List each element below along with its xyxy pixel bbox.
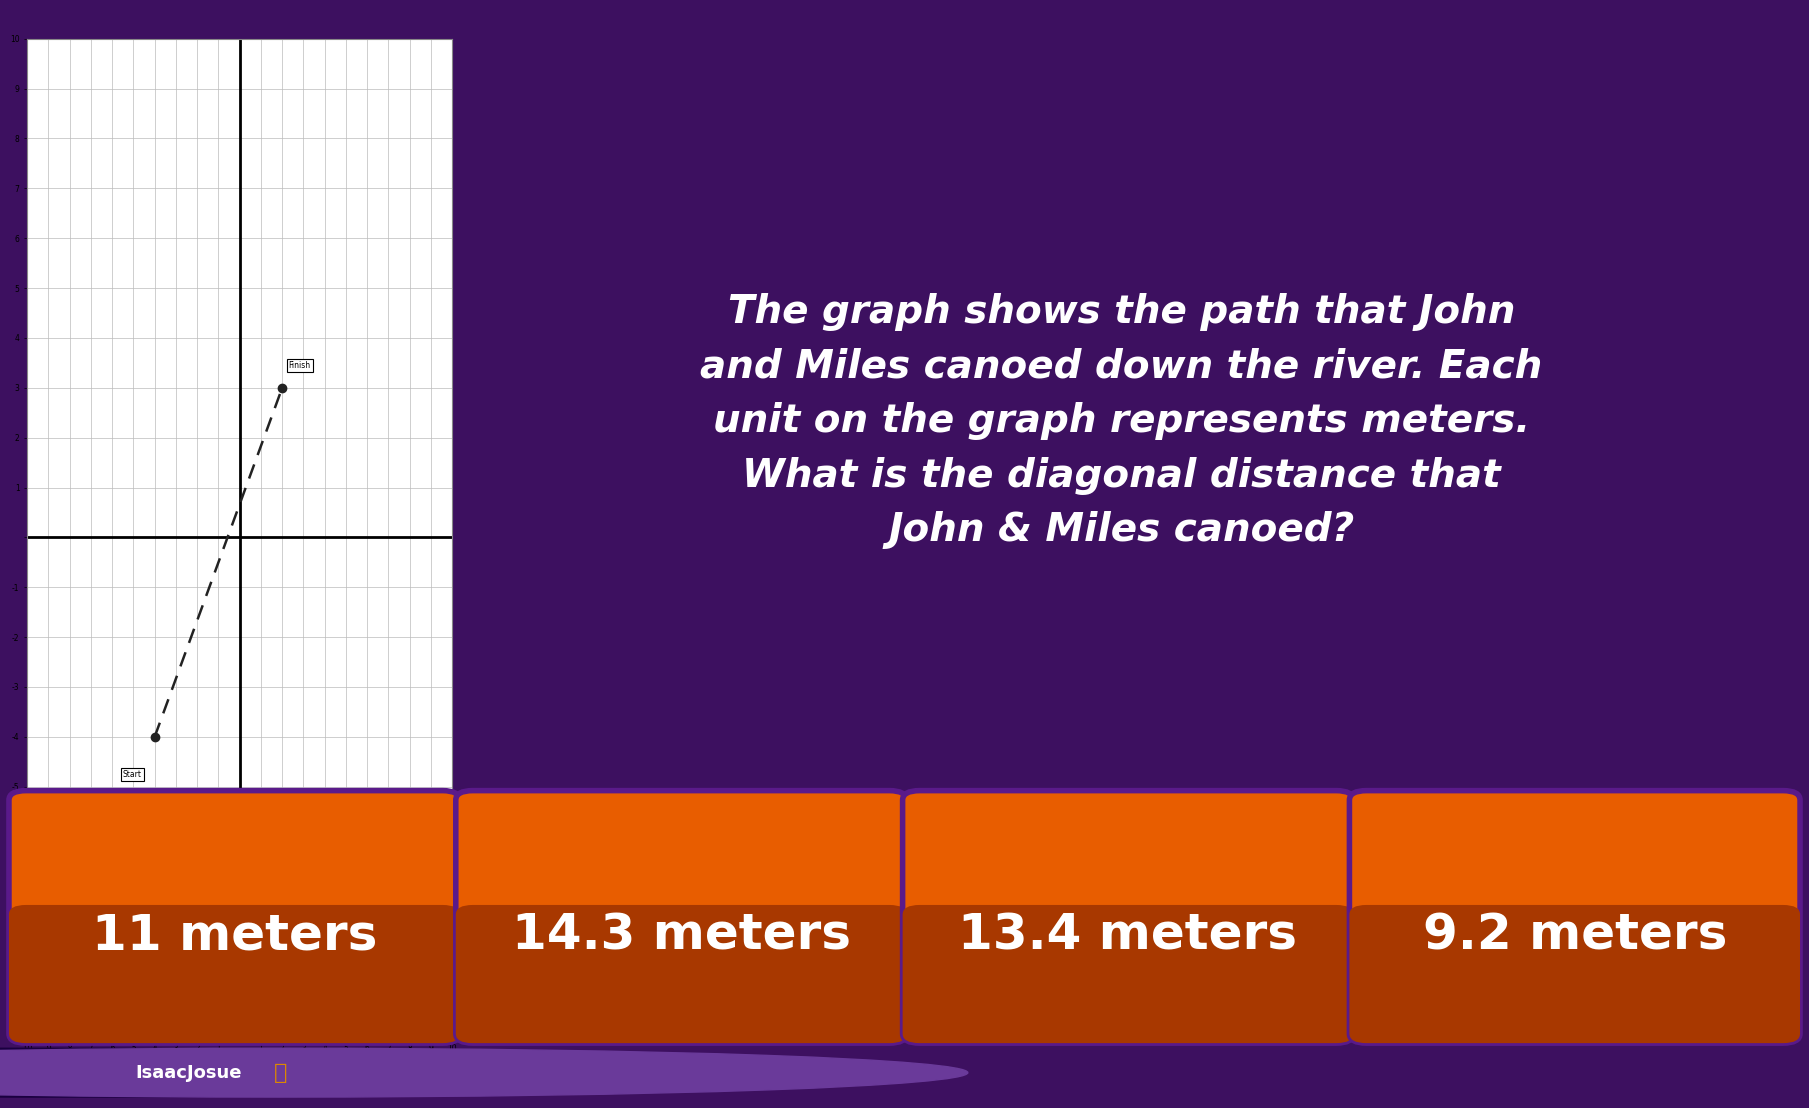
Text: ✋: ✋: [273, 1063, 288, 1083]
FancyBboxPatch shape: [1350, 791, 1800, 1043]
FancyBboxPatch shape: [903, 791, 1353, 1043]
Text: 14.3 meters: 14.3 meters: [512, 912, 850, 960]
FancyBboxPatch shape: [9, 905, 459, 1043]
FancyBboxPatch shape: [456, 905, 906, 1043]
Circle shape: [0, 1048, 968, 1097]
FancyBboxPatch shape: [1350, 905, 1800, 1043]
Text: 11 meters: 11 meters: [92, 912, 376, 960]
FancyBboxPatch shape: [456, 791, 906, 1043]
Text: Start: Start: [123, 770, 141, 779]
Text: 9.2 meters: 9.2 meters: [1422, 912, 1728, 960]
Circle shape: [0, 1048, 727, 1097]
Text: Finish: Finish: [289, 361, 311, 370]
Text: The graph shows the path that John
and Miles canoed down the river. Each
unit on: The graph shows the path that John and M…: [700, 293, 1543, 550]
Text: IsaacJosue: IsaacJosue: [136, 1064, 242, 1081]
FancyBboxPatch shape: [903, 905, 1353, 1043]
Text: 13.4 meters: 13.4 meters: [959, 912, 1297, 960]
FancyBboxPatch shape: [9, 791, 459, 1043]
